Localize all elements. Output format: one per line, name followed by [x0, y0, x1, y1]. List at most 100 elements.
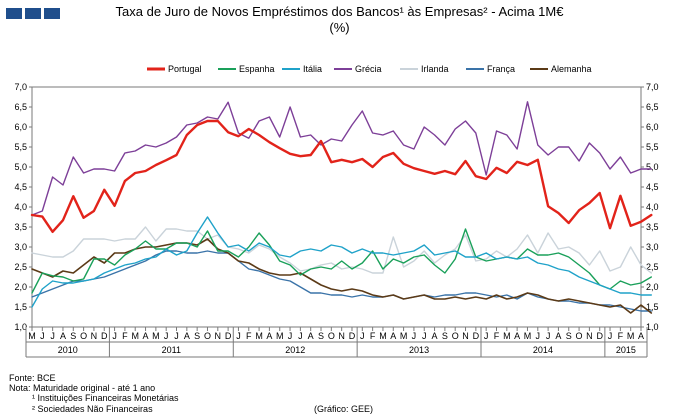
x-month-label: J — [484, 331, 489, 341]
x-month-label: M — [152, 331, 160, 341]
x-month-label: A — [266, 331, 272, 341]
x-month-label: J — [608, 331, 613, 341]
year-label: 2014 — [533, 345, 553, 355]
legend-label: Portugal — [168, 64, 202, 74]
x-month-label: F — [494, 331, 500, 341]
x-month-label: J — [174, 331, 179, 341]
y-tick-label-right: 6,0 — [646, 122, 659, 132]
x-month-label: N — [462, 331, 469, 341]
x-month-label: M — [400, 331, 408, 341]
footnote-1: ¹ Instituições Financeiras Monetárias — [32, 393, 179, 403]
y-tick-label-right: 1,5 — [646, 302, 659, 312]
chart-credit: (Gráfico: GEE) — [314, 404, 374, 414]
x-month-label: N — [215, 331, 222, 341]
x-month-label: J — [236, 331, 241, 341]
y-tick-label-right: 2,0 — [646, 282, 659, 292]
x-month-label: D — [225, 331, 232, 341]
maturity-note: Nota: Maturidade original - até 1 ano — [9, 383, 156, 393]
year-label: 2010 — [58, 345, 78, 355]
y-tick-label-left: 7,0 — [14, 82, 27, 92]
x-month-label: D — [349, 331, 356, 341]
x-month-label: A — [390, 331, 396, 341]
series-line-alemanha — [31, 238, 653, 314]
x-month-label: J — [40, 331, 45, 341]
x-month-label: S — [70, 331, 76, 341]
title-line-2: (%) — [329, 20, 350, 35]
y-tick-label-left: 3,0 — [14, 242, 27, 252]
y-tick-label-left: 1,0 — [14, 322, 27, 332]
series-line-italia — [31, 216, 652, 308]
y-tick-label-left: 4,0 — [14, 202, 27, 212]
y-tick-label-right: 3,0 — [646, 242, 659, 252]
x-month-label: J — [298, 331, 303, 341]
x-month-label: J — [546, 331, 551, 341]
title-line-1: Taxa de Juro de Novos Empréstimos dos Ba… — [115, 4, 564, 19]
x-month-label: A — [60, 331, 66, 341]
x-month-label: J — [412, 331, 417, 341]
y-tick-label-left: 6,5 — [14, 102, 27, 112]
x-month-label: J — [360, 331, 365, 341]
x-month-label: M — [276, 331, 284, 341]
line-chart: 1,0 1,0 1,5 1,5 2,0 2,0 2,5 2,5 3,0 3,0 3,5 3,5 4,0 4… — [14, 64, 659, 358]
y-tick-label-right: 4,0 — [646, 202, 659, 212]
x-month-label: A — [143, 331, 149, 341]
gee-logo — [6, 8, 60, 19]
x-month-label: S — [194, 331, 200, 341]
x-month-label: D — [473, 331, 480, 341]
x-month-label: D — [101, 331, 108, 341]
x-month-label: M — [255, 331, 263, 341]
x-month-label: O — [204, 331, 211, 341]
x-month-label: N — [586, 331, 593, 341]
x-month-label: F — [246, 331, 252, 341]
x-month-label: S — [442, 331, 448, 341]
x-month-label: J — [422, 331, 427, 341]
legend-label: Itália — [303, 64, 322, 74]
series-line-grecia — [31, 101, 652, 216]
legend-label: Alemanha — [551, 64, 592, 74]
x-month-label: J — [164, 331, 169, 341]
source-note: Fonte: BCE — [9, 373, 56, 383]
y-tick-label-right: 5,5 — [646, 142, 659, 152]
year-label: 2013 — [409, 345, 429, 355]
chart-title: Taxa de Juro de Novos Empréstimos dos Ba… — [0, 4, 679, 36]
year-label: 2015 — [616, 345, 636, 355]
y-tick-label-left: 1,5 — [14, 302, 27, 312]
x-month-label: M — [28, 331, 36, 341]
y-tick-label-right: 1,0 — [646, 322, 659, 332]
year-label: 2011 — [162, 345, 181, 355]
x-month-label: M — [503, 331, 511, 341]
y-tick-label-left: 3,5 — [14, 222, 27, 232]
y-tick-label-right: 4,5 — [646, 182, 659, 192]
series-line-portugal — [30, 119, 653, 234]
legend-label: Espanha — [239, 64, 275, 74]
y-tick-label-right: 5,0 — [646, 162, 659, 172]
x-month-label: F — [370, 331, 376, 341]
x-month-label: J — [50, 331, 55, 341]
y-tick-label-left: 5,5 — [14, 142, 27, 152]
x-month-label: J — [536, 331, 541, 341]
x-month-label: A — [308, 331, 314, 341]
x-month-label: F — [122, 331, 128, 341]
x-month-label: D — [596, 331, 603, 341]
legend-label: Irlanda — [421, 64, 449, 74]
x-month-label: J — [288, 331, 293, 341]
x-month-label: F — [618, 331, 624, 341]
x-month-label: O — [452, 331, 459, 341]
footnote-2: ² Sociedades Não Financeiras — [32, 404, 153, 414]
y-tick-label-right: 2,5 — [646, 262, 659, 272]
series-line-irlanda — [31, 226, 652, 274]
x-month-label: O — [328, 331, 335, 341]
x-month-label: O — [80, 331, 87, 341]
y-tick-label-right: 6,5 — [646, 102, 659, 112]
x-month-label: A — [555, 331, 561, 341]
legend-label: França — [487, 64, 515, 74]
x-month-label: J — [112, 331, 117, 341]
y-tick-label-left: 4,5 — [14, 182, 27, 192]
x-month-label: S — [318, 331, 324, 341]
y-tick-label-left: 2,0 — [14, 282, 27, 292]
x-month-label: M — [131, 331, 139, 341]
x-month-label: A — [432, 331, 438, 341]
y-tick-label-left: 2,5 — [14, 262, 27, 272]
y-tick-label-left: 5,0 — [14, 162, 27, 172]
x-month-label: A — [184, 331, 190, 341]
